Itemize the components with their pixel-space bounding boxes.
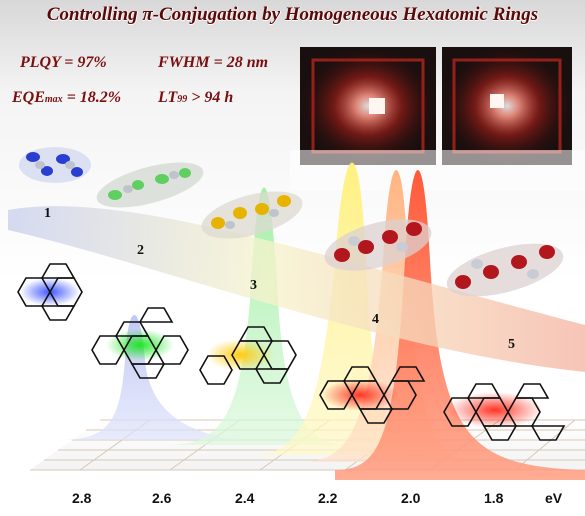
orbital-2: [96, 162, 204, 208]
orbital-1: [19, 147, 91, 183]
eqe-metric: EQEmax = 18.2%: [12, 89, 122, 106]
axis-tick-2-8: 2.8: [72, 490, 92, 506]
molecule-2-structure: [91, 307, 189, 379]
axis-tick-2-6: 2.6: [152, 490, 172, 506]
orbital-5: [446, 243, 564, 297]
molecule-3-structure: [199, 326, 297, 385]
molecule-label-5: 5: [508, 337, 515, 352]
oled-device-photos: [290, 47, 585, 190]
orbital-4: [324, 219, 432, 271]
molecule-label-3: 3: [250, 278, 257, 293]
spectrum-5: [335, 170, 585, 480]
orbital-3: [201, 191, 303, 239]
axis-unit: eV: [545, 490, 563, 506]
molecule-label-2: 2: [137, 243, 144, 258]
spectrum-1: [60, 315, 240, 440]
spectrum-2: [165, 187, 340, 445]
molecule-label-1: 1: [44, 206, 51, 221]
axis-tick-1-8: 1.8: [484, 490, 504, 506]
molecule-5-structure: [443, 383, 566, 441]
axis-tick-2-0: 2.0: [401, 490, 421, 506]
axis-tick-2-2: 2.2: [318, 490, 338, 506]
abstract-title: Controlling π-Conjugation by Homogeneous…: [46, 4, 539, 25]
molecule-4-structure: [319, 366, 426, 424]
fwhm-metric: FWHM = 28 nm: [158, 54, 269, 71]
lifetime-metric: LT99 > 94 h: [158, 89, 234, 106]
plqy-metric: PLQY = 97%: [20, 54, 107, 71]
molecule-label-4: 4: [372, 312, 379, 327]
energy-band: [8, 206, 585, 372]
molecule-1-structure: [17, 263, 83, 321]
axis-tick-2-4: 2.4: [235, 490, 255, 506]
